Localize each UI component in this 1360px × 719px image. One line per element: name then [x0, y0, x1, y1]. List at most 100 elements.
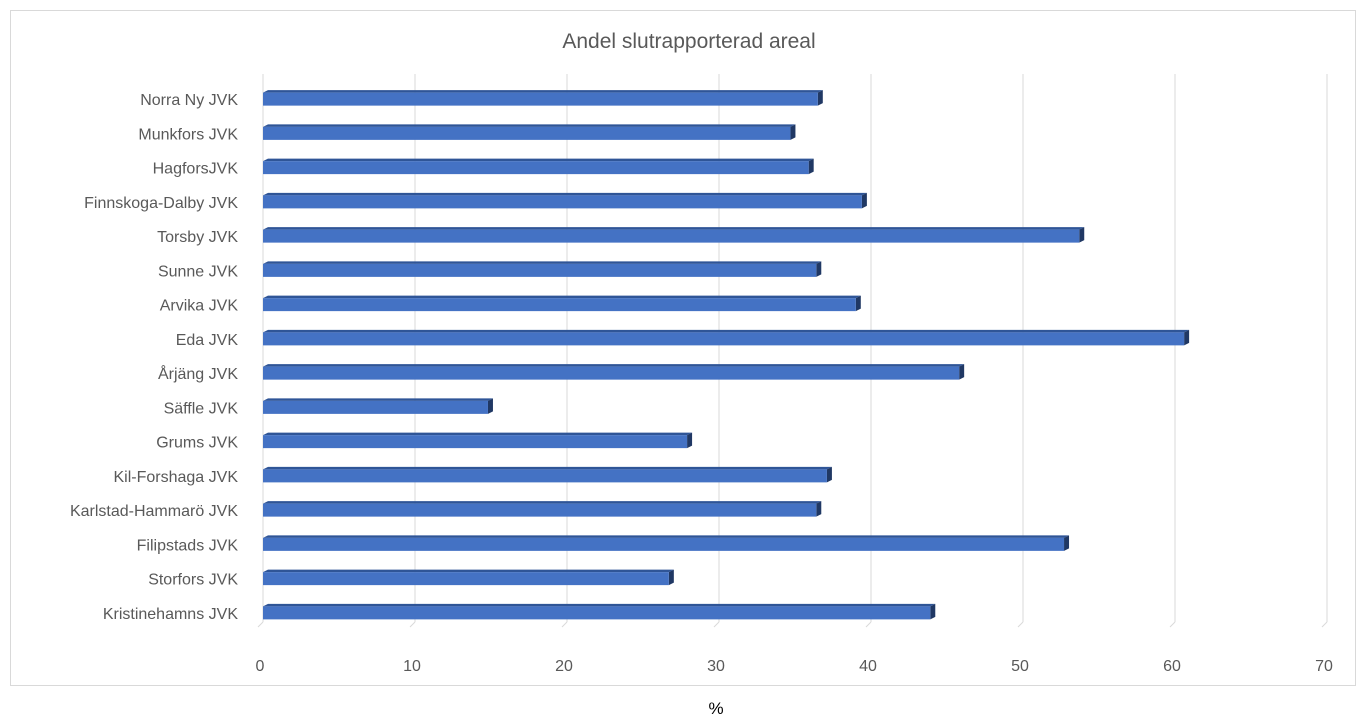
gridline-floor: [1321, 621, 1328, 628]
x-tick-label: 40: [859, 658, 877, 675]
category-labels: Norra Ny JVK Munkfors JVK HagforsJVK Finnsk…: [70, 92, 238, 623]
category-label: Eda JVK: [176, 332, 239, 349]
category-label: Filipstads JVK: [137, 537, 239, 554]
bar-front-face: [263, 400, 488, 414]
category-label: Finnskoga-Dalby JVK: [84, 195, 238, 212]
x-tick-label: 0: [256, 658, 265, 675]
bar: [263, 261, 822, 277]
bar-front-face: [263, 126, 791, 140]
bar-top-face: [263, 192, 867, 196]
bar: [263, 124, 796, 140]
bar-front-face: [263, 195, 862, 209]
gridline-floor: [865, 621, 872, 628]
bar-top-face: [263, 90, 823, 93]
category-label: Torsby JVK: [157, 229, 238, 246]
gridline-floor: [1169, 621, 1176, 628]
bar-top-face: [263, 535, 1070, 538]
bar-end-face: [959, 364, 965, 380]
bar: [263, 329, 1190, 346]
chart-title: Andel slutrapporterad areal: [562, 30, 815, 53]
bar-end-face: [487, 398, 493, 414]
bar-top-face: [263, 158, 814, 162]
bar-end-face: [687, 432, 693, 449]
bar-end-face: [808, 158, 814, 175]
bar-front-face: [263, 263, 817, 277]
bar-end-face: [816, 261, 822, 277]
bar-end-face: [817, 90, 823, 106]
bar-end-face: [855, 295, 861, 312]
bar: [263, 466, 832, 483]
x-axis-unit-label: %: [708, 699, 723, 718]
bar-top-face: [263, 398, 493, 401]
bar-end-face: [930, 603, 936, 620]
bar-top-face: [263, 569, 674, 573]
bar-front-face: [263, 298, 856, 312]
x-tick-label: 70: [1315, 658, 1333, 675]
bar-top-face: [263, 603, 936, 607]
x-tick-label: 20: [555, 658, 573, 675]
bar-end-face: [826, 466, 832, 483]
category-label: Munkfors JVK: [138, 126, 238, 143]
x-tick-label: 50: [1011, 658, 1029, 675]
category-label: Kristinehamns JVK: [103, 606, 238, 623]
gridline-floor: [257, 621, 264, 628]
bar: [263, 192, 867, 209]
bar-front-face: [263, 606, 931, 620]
chart-frame: [10, 10, 1356, 686]
bar: [263, 569, 674, 586]
bar-top-face: [263, 295, 861, 299]
bar-top-face: [263, 432, 693, 436]
bar-end-face: [1064, 535, 1070, 551]
bar-front-face: [263, 503, 817, 517]
bar-top-face: [263, 364, 965, 367]
bar-end-face: [668, 569, 674, 586]
bar-end-face: [1184, 329, 1190, 346]
bar-front-face: [263, 537, 1065, 551]
category-label: Grums JVK: [156, 435, 238, 452]
gridline-floor: [713, 621, 720, 628]
category-label: Storfors JVK: [148, 572, 238, 589]
bar-top-face: [263, 501, 822, 504]
bar-end-face: [816, 501, 822, 517]
gridline-floor: [561, 621, 568, 628]
bar: [263, 432, 693, 449]
category-label: Arvika JVK: [160, 298, 239, 315]
category-label: Kil-Forshaga JVK: [114, 469, 239, 486]
bar-end-face: [1079, 227, 1085, 243]
bar-front-face: [263, 161, 809, 175]
x-tick-label: 60: [1163, 658, 1181, 675]
bar-front-face: [263, 332, 1185, 346]
bar: [263, 158, 814, 175]
bar-end-face: [861, 192, 867, 209]
bar: [263, 364, 965, 380]
gridline-floor: [1017, 621, 1024, 628]
category-label: Säffle JVK: [164, 400, 239, 417]
bar-top-face: [263, 261, 822, 264]
bar: [263, 501, 822, 517]
bars: [263, 90, 1190, 620]
category-label: Karlstad-Hammarö JVK: [70, 503, 238, 520]
bar: [263, 90, 823, 106]
bar-front-face: [263, 572, 669, 586]
bar-front-face: [263, 229, 1080, 243]
bar: [263, 535, 1070, 551]
bar: [263, 295, 861, 312]
category-label: Sunne JVK: [158, 263, 238, 280]
bar-top-face: [263, 124, 796, 127]
bar-end-face: [790, 124, 796, 140]
bar-top-face: [263, 227, 1085, 230]
bar-top-face: [263, 466, 832, 470]
category-label: Årjäng JVK: [158, 364, 238, 383]
bar-top-face: [263, 329, 1190, 333]
x-tick-label: 10: [403, 658, 421, 675]
bar-front-face: [263, 469, 827, 483]
bar-front-face: [263, 366, 960, 380]
bar-front-face: [263, 92, 818, 106]
category-label: Norra Ny JVK: [140, 92, 238, 109]
bar: [263, 398, 493, 414]
bar: [263, 227, 1085, 243]
x-tick-label: 30: [707, 658, 725, 675]
gridline-floor: [409, 621, 416, 628]
bar-front-face: [263, 435, 688, 449]
